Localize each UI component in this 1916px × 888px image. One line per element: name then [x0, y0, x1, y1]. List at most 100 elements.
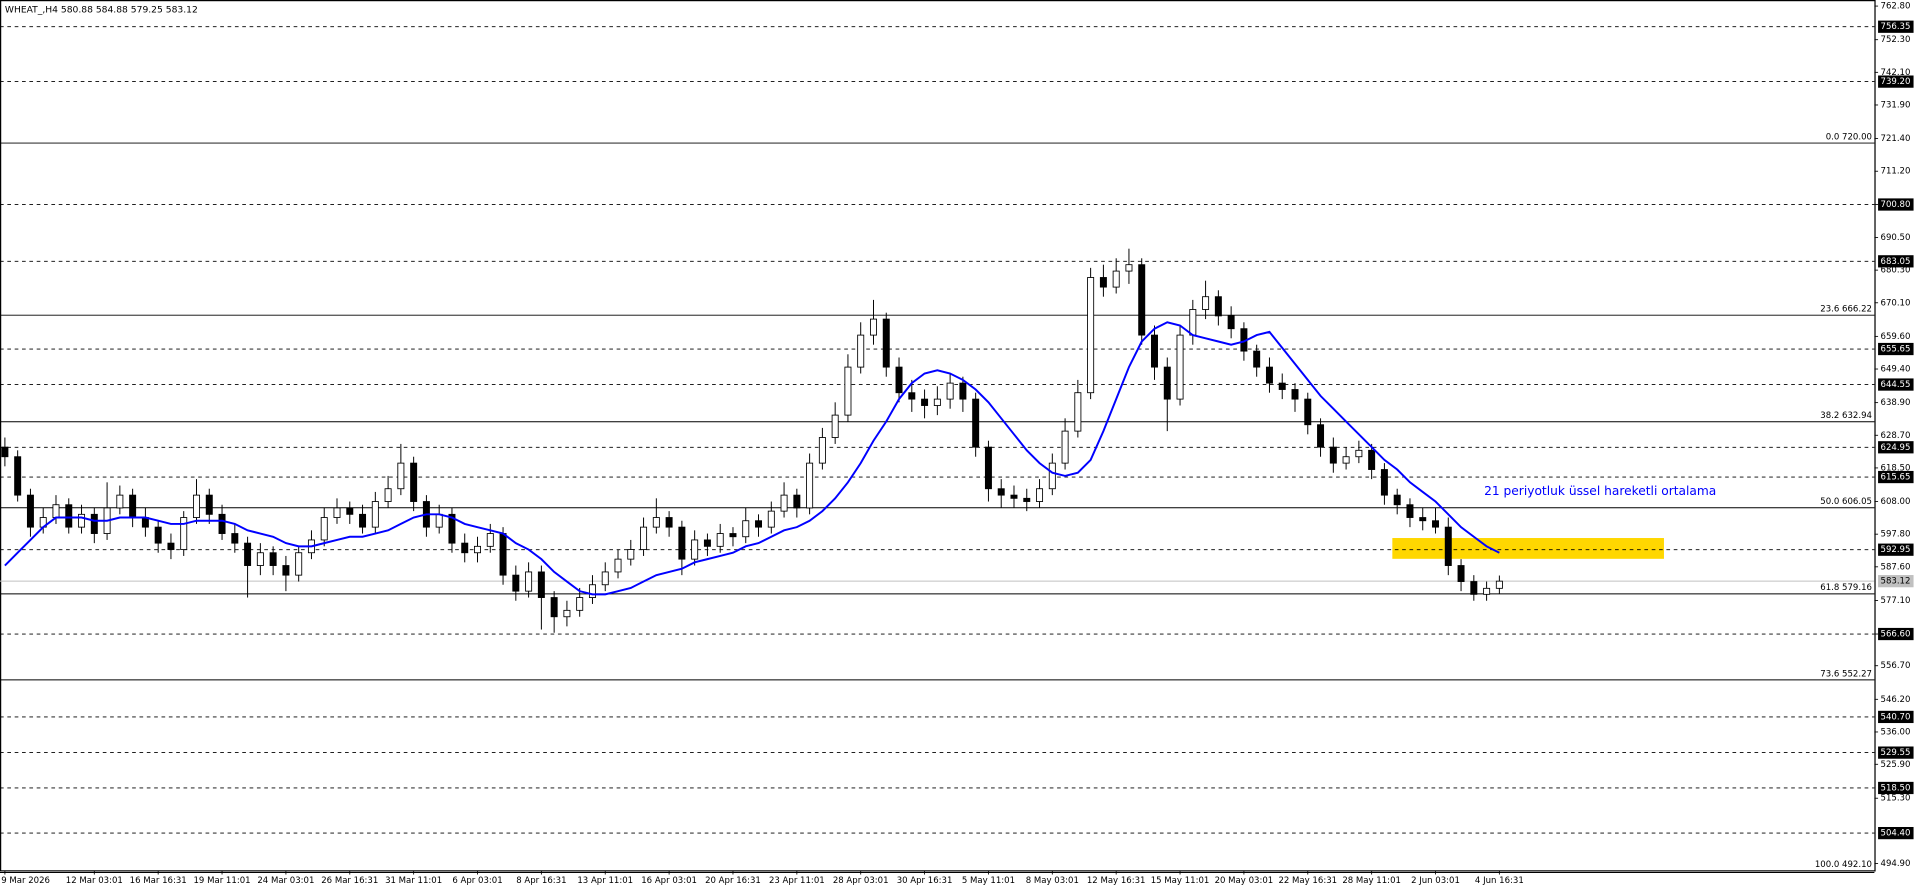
candle-body	[1444, 526, 1452, 566]
candle-body	[665, 517, 673, 528]
candle-body	[231, 533, 239, 544]
candle-body	[1380, 469, 1388, 496]
candle-body	[244, 542, 252, 566]
candle-body	[997, 488, 1005, 496]
candle-body	[703, 539, 711, 547]
fib-label: 38.2 632.94	[1820, 411, 1872, 421]
candle-body	[1074, 392, 1082, 432]
candle-body	[461, 542, 469, 554]
y-tick-label: 515.30	[1881, 794, 1911, 804]
candle-body	[78, 513, 86, 528]
candle-body	[384, 488, 392, 502]
candle-body	[1125, 264, 1133, 272]
candle-body	[269, 552, 277, 566]
x-tick-label: 28 Apr 03:01	[833, 876, 889, 886]
x-tick-label: 6 Apr 03:01	[452, 876, 502, 886]
y-tick-label: 670.10	[1881, 298, 1911, 308]
y-tick-label: 536.00	[1881, 727, 1911, 737]
level-box	[1878, 627, 1914, 641]
candle-body	[1265, 366, 1273, 384]
candle-body	[933, 398, 941, 406]
candle-body	[65, 504, 73, 528]
level-box	[1878, 198, 1914, 211]
candle-body	[946, 382, 954, 400]
candle-body	[1368, 449, 1376, 470]
candle-body	[52, 504, 60, 518]
candle-body	[537, 571, 545, 598]
candle-body	[793, 494, 801, 509]
candle-body	[780, 494, 788, 512]
x-tick-label: 9 Mar 2026	[1, 876, 50, 886]
candle-body	[26, 494, 34, 528]
candle-body	[1329, 446, 1337, 464]
candle-body	[550, 597, 558, 618]
candle-body	[218, 513, 226, 534]
candle-body	[154, 526, 162, 544]
candle-body	[1495, 580, 1503, 589]
level-box	[1878, 342, 1914, 356]
candle-body	[869, 318, 877, 336]
current-price-box	[1878, 575, 1914, 588]
level-box	[1878, 20, 1914, 33]
y-tick-label: 608.00	[1881, 497, 1911, 507]
level-label: 683.05	[1881, 257, 1911, 267]
level-label: 529.55	[1881, 748, 1911, 758]
candle-body	[333, 507, 341, 518]
level-box	[1878, 255, 1914, 268]
level-label: 700.80	[1881, 200, 1911, 210]
y-tick-label: 659.60	[1881, 332, 1911, 342]
candle-body	[678, 526, 686, 560]
candle-body	[652, 517, 660, 528]
candle-body	[499, 533, 507, 576]
candle-body	[563, 609, 571, 618]
level-box	[1878, 441, 1914, 454]
x-tick-label: 5 May 11:01	[962, 876, 1015, 886]
candle-body	[844, 366, 852, 416]
level-label: 624.95	[1881, 443, 1911, 453]
candle-body	[742, 520, 750, 538]
candle-body	[1189, 309, 1197, 336]
candle-body	[1061, 430, 1069, 464]
candle-body	[371, 501, 379, 528]
level-label: 518.50	[1881, 783, 1911, 793]
candle-body	[1419, 517, 1427, 522]
y-tick-label: 494.90	[1881, 859, 1911, 869]
candle-body	[1163, 366, 1171, 400]
candle-body	[486, 533, 494, 547]
x-tick-label: 24 Mar 03:01	[257, 876, 314, 886]
x-tick-label: 28 May 11:01	[1342, 876, 1401, 886]
candle-body	[1483, 587, 1491, 595]
candle-body	[895, 366, 903, 394]
candle-body	[1317, 424, 1325, 448]
fib-label: 100.0 492.10	[1815, 860, 1872, 870]
candle-body	[614, 558, 622, 573]
x-tick-label: 4 Jun 16:31	[1475, 876, 1524, 886]
candle-body	[180, 517, 188, 550]
x-tick-label: 8 Apr 16:31	[516, 876, 566, 886]
y-tick-label: 628.70	[1881, 431, 1911, 441]
candle-body	[1214, 296, 1222, 317]
x-tick-label: 30 Apr 16:31	[897, 876, 953, 886]
level-label: 615.65	[1881, 473, 1911, 483]
candle-body	[14, 456, 22, 496]
candle-body	[320, 517, 328, 541]
candle-body	[1176, 334, 1184, 400]
candle-body	[806, 462, 814, 509]
candle-body	[129, 494, 137, 518]
candle-body	[1087, 277, 1095, 394]
candle-body	[1151, 334, 1158, 368]
candle-body	[627, 549, 635, 560]
y-tick-label: 556.70	[1881, 661, 1911, 671]
candle-body	[1023, 497, 1031, 502]
candle-body	[256, 552, 264, 566]
candle-body	[831, 414, 839, 438]
candle-body	[716, 533, 724, 547]
level-box	[1878, 543, 1914, 556]
candle-body	[1202, 296, 1210, 310]
candle-body	[767, 510, 775, 528]
y-tick-label: 721.40	[1881, 134, 1911, 144]
candle-body	[167, 542, 175, 550]
candle-body	[1304, 398, 1312, 426]
y-tick-label: 742.10	[1881, 68, 1911, 78]
